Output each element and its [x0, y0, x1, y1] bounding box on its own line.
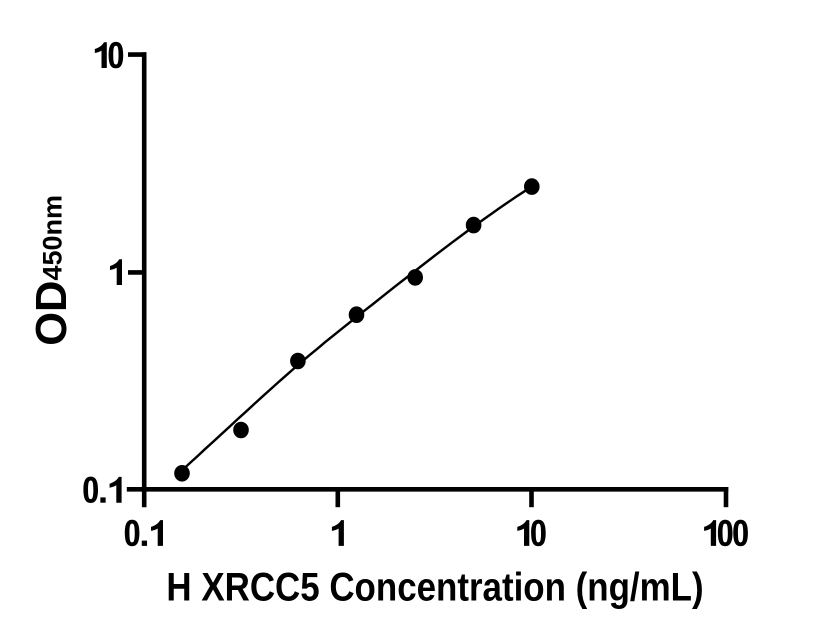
svg-text:H XRCC5 Concentration (ng/mL): H XRCC5 Concentration (ng/mL): [166, 564, 703, 609]
